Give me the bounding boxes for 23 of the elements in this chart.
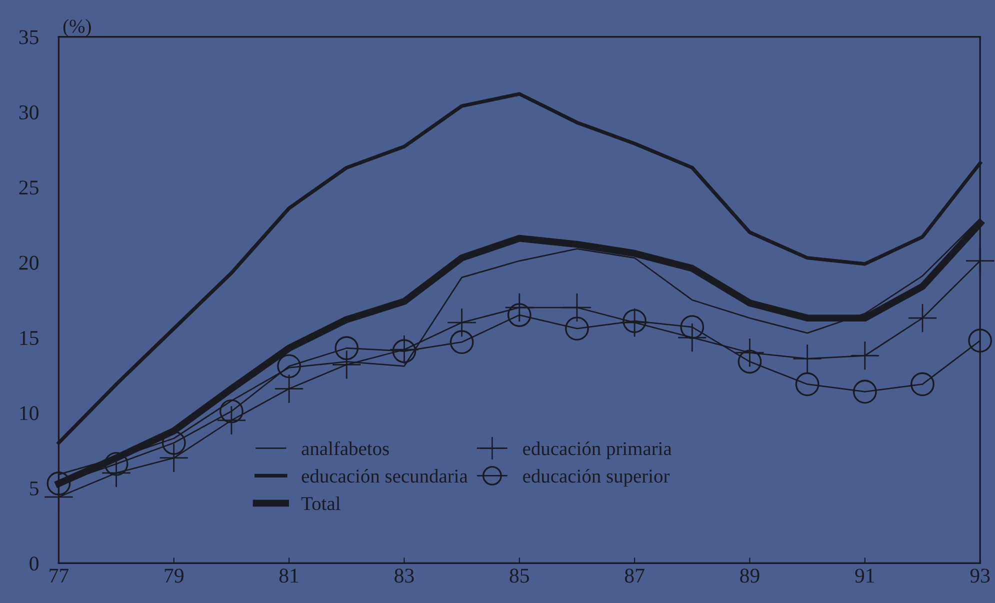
legend-label: educación primaria [523,442,672,460]
y-tick-label: 35 [19,30,38,44]
x-tick-label: 91 [855,568,874,583]
x-tick-label: 83 [394,568,414,583]
x-tick-label: 77 [50,568,69,583]
x-tick-label: 87 [624,568,644,583]
y-tick-label: 20 [19,256,38,270]
x-tick-label: 81 [279,568,298,583]
y-tick-label: 5 [30,482,38,496]
y-tick-label: 0 [30,556,38,571]
legend-label: educación superior [523,468,670,487]
x-tick-label: 93 [970,568,990,583]
y-tick-label: 25 [19,180,38,195]
legend-label: analfabetos [302,441,389,456]
y-tick-label: 30 [19,105,38,120]
x-tick-label: 79 [164,568,184,583]
y-tick-label: 10 [20,406,38,420]
legend-label: Total [301,496,340,510]
x-tick-label: 85 [510,568,529,583]
y-tick-label: 15 [20,331,38,346]
legend-label: educación secundaria [302,468,468,483]
y-axis-title: (%) [63,19,91,37]
x-tick-label: 89 [740,568,760,583]
